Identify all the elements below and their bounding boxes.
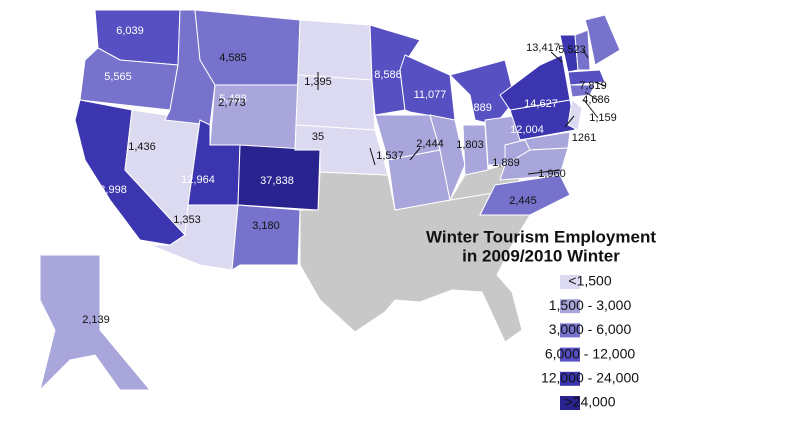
state-label: 1,395 <box>304 76 332 88</box>
state-label: 3,180 <box>252 220 280 232</box>
state-label: 1261 <box>572 132 596 144</box>
legend-label: 12,000 - 24,000 <box>541 370 639 386</box>
legend-label: <1,500 <box>568 273 611 289</box>
state-label: 35 <box>312 131 324 143</box>
state <box>237 144 321 211</box>
leader-line <box>582 49 589 59</box>
state-label: 2,445 <box>509 195 537 207</box>
state-label: 1,889 <box>492 157 520 169</box>
leader-line <box>564 115 575 128</box>
legend-label: 6,000 - 12,000 <box>545 345 636 361</box>
state-label: 2,444 <box>416 138 444 150</box>
state <box>567 69 606 86</box>
legend-label: 3,000 - 6,000 <box>549 321 632 337</box>
leader-line <box>369 147 376 166</box>
state-label: 7,819 <box>579 80 607 92</box>
state-label: 5,565 <box>104 71 132 83</box>
states <box>39 9 621 392</box>
state <box>462 124 489 176</box>
state <box>429 114 466 202</box>
state-label: 14,627 <box>524 98 558 110</box>
legend-title: Winter Tourism Employment <box>426 227 656 246</box>
state-label: 1,353 <box>173 214 201 226</box>
state <box>399 54 456 121</box>
state-label: 5,488 <box>219 93 247 105</box>
state <box>574 29 591 71</box>
leader-line <box>584 91 599 101</box>
state <box>231 204 301 271</box>
state <box>499 54 571 111</box>
state <box>584 14 621 66</box>
state <box>499 147 569 181</box>
state-label: 37,838 <box>260 175 294 187</box>
state <box>39 254 152 392</box>
state-label: 2,773 <box>218 97 246 109</box>
leader-line <box>550 51 563 63</box>
state-label: 12,964 <box>181 174 215 186</box>
leader-line <box>594 81 606 87</box>
state-label: 1,803 <box>456 139 484 151</box>
legend-label: >24,000 <box>565 394 616 410</box>
state <box>297 19 373 81</box>
state-label: 23,998 <box>93 184 127 196</box>
state-label: 4,686 <box>582 94 610 106</box>
state-label: 2,139 <box>82 314 110 326</box>
state <box>294 124 389 176</box>
leader-lines <box>317 49 606 175</box>
state-label: 5,523 <box>558 44 586 56</box>
state <box>479 174 571 216</box>
leader-line <box>527 169 561 175</box>
state-label: 1,436 <box>128 141 156 153</box>
leader-line <box>583 99 599 119</box>
legend-swatch <box>560 347 580 362</box>
state-label: 10,889 <box>458 102 492 114</box>
legend-swatch <box>560 299 580 314</box>
legend-swatch <box>560 371 580 386</box>
legend-swatch <box>560 396 580 410</box>
state-label: 1,537 <box>376 150 404 162</box>
state-label: 4,585 <box>219 52 247 64</box>
legend-swatch <box>560 323 580 338</box>
state-label: 1,159 <box>589 112 617 124</box>
state-label: 13,417 <box>526 42 560 54</box>
state <box>567 99 583 131</box>
leader-line <box>409 147 421 161</box>
state-label: 8,586 <box>374 69 402 81</box>
state-label: 6,039 <box>116 25 144 37</box>
legend-swatch <box>560 275 580 289</box>
state <box>194 9 301 86</box>
legend-label: 1,500 - 3,000 <box>549 297 632 313</box>
legend-title: in 2009/2010 Winter <box>462 246 620 265</box>
state-label: 12,004 <box>510 124 544 136</box>
state-label: 11,077 <box>414 89 447 101</box>
state-label: 1,960 <box>538 168 566 180</box>
